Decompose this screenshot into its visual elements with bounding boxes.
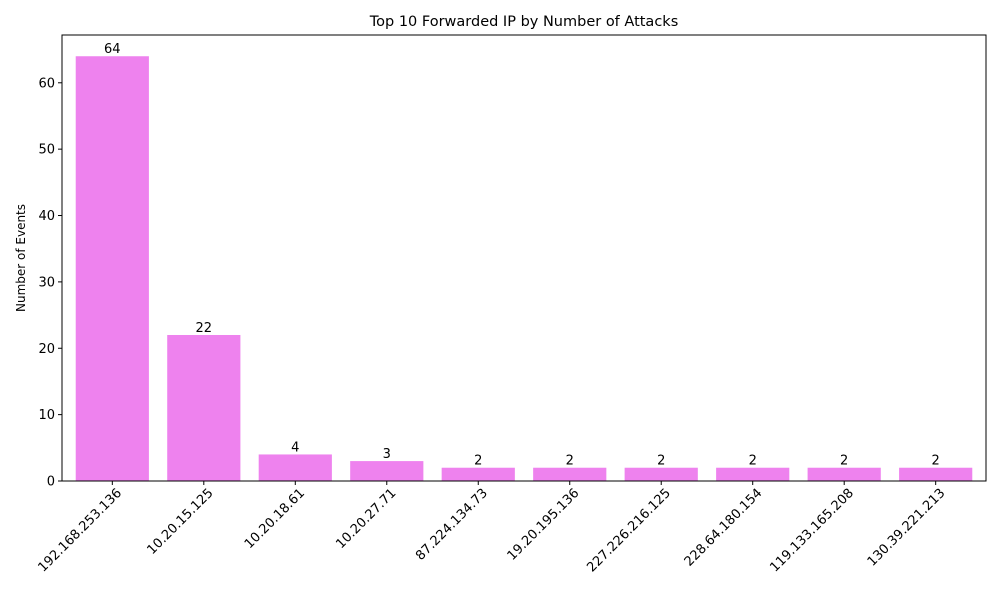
y-tick-label: 60 [38, 76, 55, 91]
bar [167, 334, 241, 481]
x-tick-label: 87.224.134.73 [413, 486, 491, 564]
x-tick-label: 19.20.195.136 [505, 486, 583, 564]
y-tick-label: 10 [38, 408, 55, 423]
x-tick-label: 130.39.221.213 [865, 486, 949, 570]
bar [533, 467, 607, 481]
x-tick-label: 227.226.216.125 [584, 486, 674, 576]
bar [899, 467, 973, 481]
data-label: 2 [932, 454, 940, 469]
y-tick-label: 40 [38, 209, 55, 224]
x-tick-label: 10.20.27.71 [333, 486, 399, 552]
bar [807, 467, 881, 481]
data-label: 3 [383, 447, 391, 462]
y-tick-label: 30 [38, 275, 55, 290]
data-label: 2 [749, 454, 757, 469]
data-label: 2 [657, 454, 665, 469]
x-tick-label: 119.133.165.208 [767, 486, 857, 576]
x-tick-label: 228.64.180.154 [682, 486, 766, 570]
y-tick-label: 50 [38, 143, 55, 158]
bar [350, 461, 424, 481]
data-label: 2 [840, 454, 848, 469]
y-tick-label: 20 [38, 342, 55, 357]
bar [441, 467, 515, 481]
bar [75, 56, 149, 482]
data-label: 22 [196, 321, 213, 336]
y-axis-label: Number of Events [14, 204, 28, 312]
x-tick-label: 10.20.18.61 [242, 486, 308, 552]
bar [258, 454, 332, 481]
chart-title: Top 10 Forwarded IP by Number of Attacks [369, 14, 679, 30]
y-tick-label: 0 [47, 475, 55, 490]
plot-area: 64192.168.253.1362210.20.15.125410.20.18… [35, 34, 987, 576]
data-label: 4 [291, 440, 299, 455]
x-tick-label: 192.168.253.136 [35, 486, 125, 576]
data-label: 64 [104, 42, 121, 57]
plot-frame [61, 34, 987, 482]
bar [716, 467, 790, 481]
x-tick-label: 10.20.15.125 [145, 486, 217, 558]
data-label: 2 [474, 454, 482, 469]
bar [624, 467, 698, 481]
data-label: 2 [566, 454, 574, 469]
